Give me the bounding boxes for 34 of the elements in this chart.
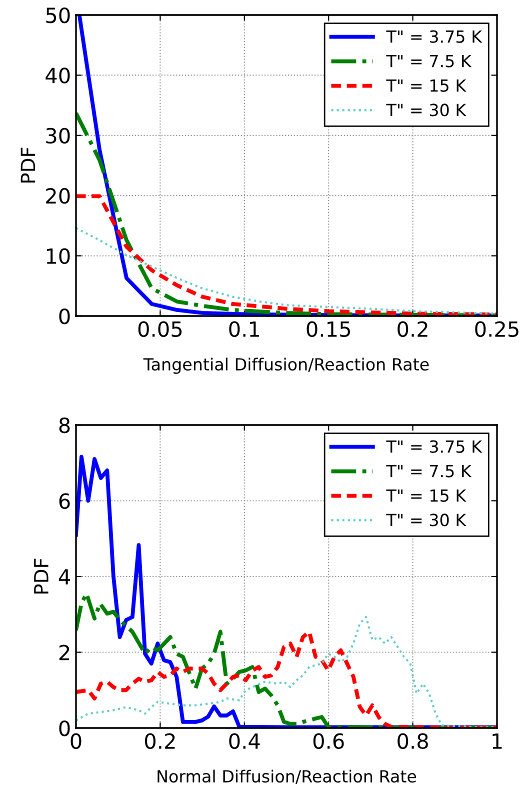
y-tick-label: 0 — [59, 308, 70, 324]
x-tick-label: 1 — [492, 734, 502, 749]
legend-label: T" = 15 K — [386, 489, 466, 502]
x-tick-label: 0.2 — [398, 321, 428, 337]
y-axis-title: PDF — [34, 558, 48, 594]
legend-label: T" = 15 K — [386, 79, 466, 92]
x-tick-label: 0.6 — [313, 733, 344, 749]
y-axis-title: PDF — [20, 148, 36, 183]
legend-label: T" = 3.75 K — [386, 30, 482, 43]
x-axis-title: Tangential Diffusion/Reaction Rate — [143, 358, 429, 374]
x-tick-label: 0.1 — [229, 321, 260, 337]
y-tick-label: 50 — [46, 7, 70, 24]
legend-label: T" = 30 K — [386, 104, 466, 116]
y-tick-label: 6 — [59, 493, 70, 509]
x-tick-label: 0 — [70, 733, 82, 749]
x-tick-label: 0.15 — [306, 321, 350, 337]
y-tick-label: 10 — [46, 248, 70, 264]
legend-label: T" = 3.75 K — [386, 440, 482, 453]
y-tick-label: 8 — [59, 417, 70, 434]
x-tick-label: 0.2 — [145, 733, 175, 749]
y-tick-label: 30 — [46, 128, 70, 144]
x-tick-label: 0.05 — [138, 321, 182, 337]
legend-label: T" = 7.5 K — [386, 464, 472, 478]
y-tick-label: 4 — [58, 569, 70, 584]
x-tick-label: 0.8 — [398, 733, 428, 749]
y-tick-label: 40 — [46, 68, 70, 84]
y-tick-label: 0 — [59, 720, 70, 736]
legend-label: T" = 7.5 K — [386, 54, 472, 68]
y-tick-label: 20 — [46, 188, 70, 204]
legend-label: T" = 30 K — [386, 514, 466, 526]
y-tick-label: 2 — [59, 644, 70, 660]
x-tick-label: 0.25 — [475, 321, 518, 337]
x-axis-title: Normal Diffusion/Reaction Rate — [158, 770, 416, 784]
x-tick-label: 0.4 — [229, 733, 260, 749]
